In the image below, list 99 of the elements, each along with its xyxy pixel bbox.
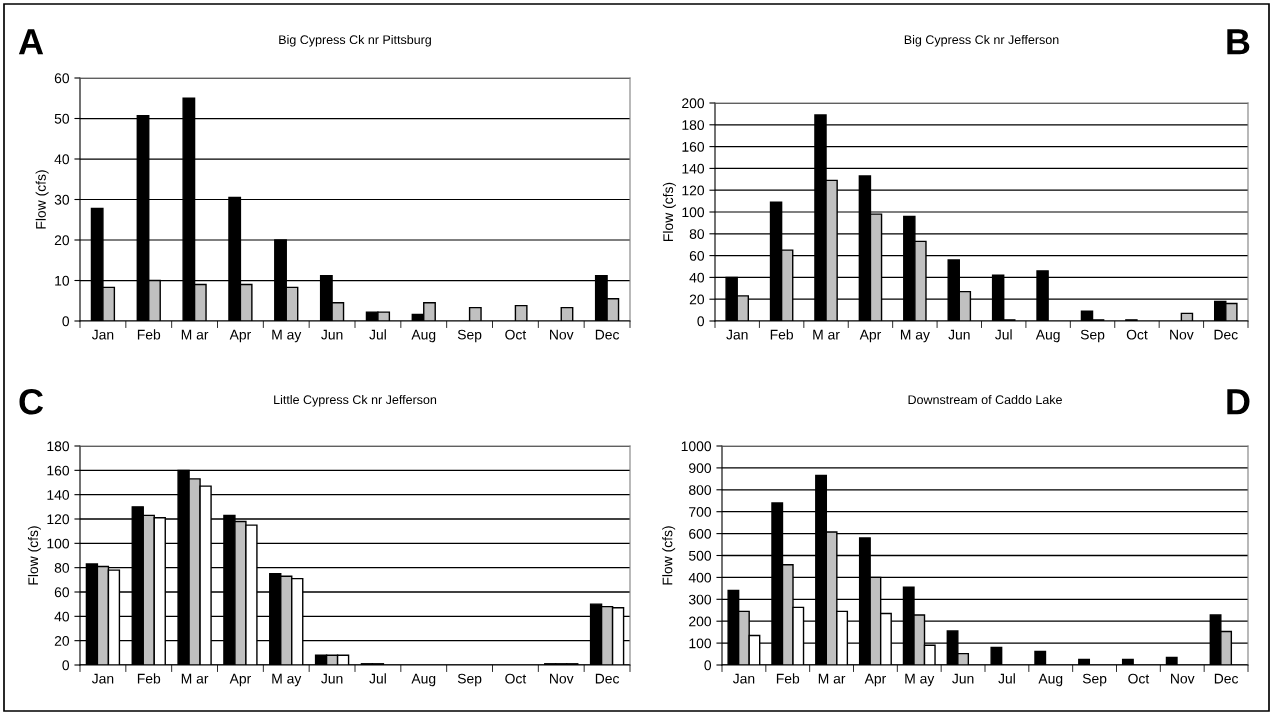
y-tick-label: 140 xyxy=(682,163,705,174)
text: D xyxy=(1227,389,1250,415)
y-axis-title: Flow (cfs) xyxy=(27,526,41,585)
y-axis-title: Flow (cfs) xyxy=(662,182,676,241)
x-tick-label: Feb xyxy=(137,329,161,340)
y-tick-label: 10 xyxy=(55,275,70,286)
x-tick-label: Jan xyxy=(732,673,755,684)
y-tick-label: 40 xyxy=(54,611,70,622)
y-tick-label: 60 xyxy=(54,73,70,84)
y-tick-label: 200 xyxy=(689,616,712,627)
x-tick-label: Aug xyxy=(411,329,436,343)
y-tick-label: 20 xyxy=(689,294,705,305)
x-tick-label: Feb xyxy=(137,673,161,684)
x-tick-label: Dec xyxy=(595,673,620,684)
x-tick-label: Jul xyxy=(369,329,386,340)
y-tick-label: 0 xyxy=(697,316,705,327)
chart-title: Big Cypress Ck nr Pittsburg xyxy=(279,34,431,47)
chart-title: Downstream of Caddo Lake xyxy=(908,394,1062,405)
x-tick-label: Sep xyxy=(1082,673,1107,687)
y-tick-label: 160 xyxy=(47,465,70,476)
x-tick-label: Sep xyxy=(457,329,482,343)
y-tick-label: 30 xyxy=(54,194,70,205)
y-tick-label: 100 xyxy=(689,638,712,649)
x-tick-label: Jan xyxy=(91,673,114,684)
x-tick-label: Dec xyxy=(595,329,620,340)
x-tick-label: Jun xyxy=(321,329,343,340)
y-tick-label: 20 xyxy=(54,636,70,646)
x-tick-label: Oct xyxy=(1126,329,1148,340)
y-tick-label: 500 xyxy=(688,550,712,561)
x-tick-label: Oct xyxy=(505,329,527,340)
y-axis-title: Flow (cfs) xyxy=(35,170,49,229)
y-tick-label: 160 xyxy=(682,141,705,152)
y-tick-label: 180 xyxy=(47,441,70,452)
y-tick-label: 400 xyxy=(688,572,712,583)
x-tick-label: M ay xyxy=(900,329,930,343)
x-tick-label: Apr xyxy=(229,673,251,687)
x-tick-label: Oct xyxy=(1128,673,1150,684)
x-tick-label: Aug xyxy=(1035,329,1060,343)
x-tick-label: Aug xyxy=(1038,673,1063,687)
x-tick-label: Feb xyxy=(770,329,794,340)
x-tick-label: Apr xyxy=(859,329,882,343)
y-tick-label: 100 xyxy=(682,207,705,218)
y-axis-title: Flow (cfs) xyxy=(662,526,676,585)
y-tick-label: 40 xyxy=(54,154,70,165)
x-tick-label: Jun xyxy=(952,673,974,684)
x-tick-label: Jun xyxy=(321,673,343,684)
x-tick-label: M ay xyxy=(905,673,935,687)
y-tick-label: 120 xyxy=(47,514,70,525)
x-tick-label: Jul xyxy=(369,673,386,684)
y-tick-label: 200 xyxy=(682,98,705,109)
x-tick-label: M ar xyxy=(813,329,840,340)
x-tick-label: M ay xyxy=(272,329,302,343)
y-tick-label: 120 xyxy=(682,185,705,196)
y-tick-label: 800 xyxy=(689,485,712,495)
x-tick-label: Feb xyxy=(776,673,800,684)
y-tick-label: 300 xyxy=(688,594,712,605)
text: A xyxy=(18,29,44,55)
y-tick-label: 900 xyxy=(689,463,712,474)
y-tick-label: 80 xyxy=(54,563,70,573)
x-tick-label: Jan xyxy=(91,329,114,340)
x-tick-label: M ay xyxy=(272,673,302,687)
x-tick-label: Apr xyxy=(864,673,886,687)
chart-title: Big Cypress Ck nr Jefferson xyxy=(904,34,1059,47)
x-tick-label: Jun xyxy=(948,329,970,340)
x-tick-label: Nov xyxy=(550,673,574,684)
y-tick-label: 1000 xyxy=(681,441,712,452)
x-tick-label: Apr xyxy=(229,329,251,343)
y-tick-label: 100 xyxy=(47,538,70,549)
x-tick-label: Nov xyxy=(1171,673,1195,684)
y-tick-label: 60 xyxy=(54,587,70,598)
y-tick-label: 180 xyxy=(682,120,705,130)
y-tick-label: 40 xyxy=(689,272,705,283)
x-tick-label: Aug xyxy=(411,673,436,687)
y-tick-label: 20 xyxy=(54,235,70,246)
chart-title: Little Cypress Ck nr Jefferson xyxy=(274,394,437,407)
y-tick-label: 700 xyxy=(689,507,712,517)
x-tick-label: M ar xyxy=(818,673,846,684)
x-tick-label: Sep xyxy=(457,673,482,687)
x-tick-label: Dec xyxy=(1214,329,1238,340)
y-tick-label: 0 xyxy=(704,660,712,671)
y-tick-label: 0 xyxy=(62,316,70,327)
x-tick-label: Sep xyxy=(1080,329,1105,343)
y-tick-label: 80 xyxy=(689,229,705,239)
y-tick-label: 600 xyxy=(689,528,712,539)
x-tick-label: Nov xyxy=(550,329,574,340)
x-tick-label: Nov xyxy=(1170,329,1194,340)
text: C xyxy=(19,388,44,415)
x-tick-label: Oct xyxy=(505,673,527,684)
x-tick-label: Dec xyxy=(1214,673,1239,684)
y-tick-label: 140 xyxy=(47,490,70,500)
text: B xyxy=(1227,29,1250,55)
y-tick-label: 0 xyxy=(62,660,70,671)
x-tick-label: Jul xyxy=(995,329,1012,340)
x-tick-label: Jul xyxy=(998,673,1015,684)
x-tick-label: Jan xyxy=(726,329,748,340)
y-tick-label: 50 xyxy=(54,113,70,124)
y-tick-label: 60 xyxy=(689,250,705,261)
x-tick-label: M ar xyxy=(181,329,209,340)
x-tick-label: M ar xyxy=(181,673,209,684)
